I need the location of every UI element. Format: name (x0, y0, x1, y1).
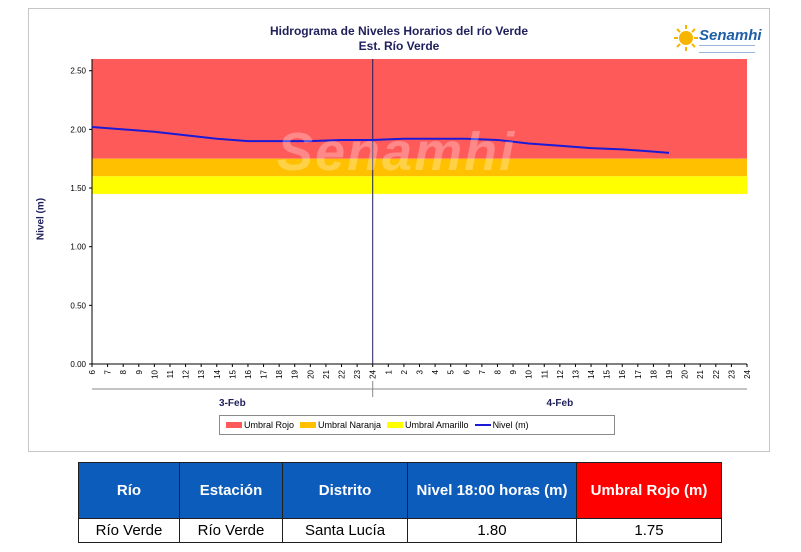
y-tick-label: 1.00 (70, 243, 86, 252)
header-rio: Río (78, 462, 180, 519)
legend-label-nivel: Nivel (m) (492, 420, 529, 430)
legend-label-naranja: Umbral Naranja (318, 420, 382, 430)
cell-rio: Río Verde (78, 518, 180, 543)
x-tick-label: 8 (493, 369, 502, 374)
threshold-band-0 (92, 59, 747, 159)
x-tick-label: 10 (150, 369, 159, 378)
cell-umbral-rojo: 1.75 (576, 518, 722, 543)
threshold-band-2 (92, 176, 747, 194)
x-tick-label: 9 (135, 369, 144, 374)
legend-line-nivel (474, 424, 491, 426)
cell-nivel: 1.80 (407, 518, 577, 543)
legend-label-amarillo: Umbral Amarillo (405, 420, 469, 430)
x-tick-label: 3 (416, 369, 425, 374)
cell-estacion: Río Verde (179, 518, 283, 543)
table-header-row: Río Estación Distrito Nivel 18:00 horas … (78, 462, 722, 519)
x-tick-label: 11 (540, 369, 549, 378)
y-tick-label: 2.50 (70, 67, 86, 76)
x-tick-label: 23 (353, 369, 362, 378)
x-tick-label: 8 (119, 369, 128, 374)
chart-frame: Hidrograma de Niveles Horarios del río V… (28, 8, 770, 452)
day-label: 3-Feb (219, 398, 246, 409)
legend-item-umbral-naranja: Umbral Naranja (300, 420, 381, 430)
legend-swatch-rojo (226, 422, 242, 428)
y-axis-label: Nivel (m) (35, 197, 47, 241)
x-tick-label: 18 (275, 369, 284, 378)
x-tick-label: 11 (166, 369, 175, 378)
header-estacion: Estación (179, 462, 283, 519)
threshold-band-1 (92, 158, 747, 177)
chart-title: Hidrograma de Niveles Horarios del río V… (269, 24, 529, 38)
x-tick-label: 6 (462, 369, 471, 374)
x-tick-label: 20 (681, 369, 690, 378)
y-tick-label: 1.50 (70, 184, 86, 193)
senamhi-logo: Senamhi (673, 23, 762, 57)
legend-label-rojo: Umbral Rojo (244, 420, 295, 430)
x-tick-label: 22 (338, 369, 347, 378)
logo-subtitle-lines (699, 45, 755, 53)
header-distrito: Distrito (282, 462, 408, 519)
x-tick-label: 12 (556, 369, 565, 378)
y-tick-label: 2.00 (70, 125, 86, 134)
x-tick-label: 16 (618, 369, 627, 378)
x-tick-label: 14 (213, 369, 222, 378)
header-umbral-rojo: Umbral Rojo (m) (576, 462, 722, 519)
x-tick-label: 17 (260, 369, 269, 378)
x-tick-label: 24 (369, 369, 378, 378)
x-tick-label: 2 (400, 369, 409, 374)
header-nivel: Nivel 18:00 horas (m) (407, 462, 577, 519)
x-tick-label: 1 (384, 369, 393, 374)
chart-subtitle: Est. Río Verde (358, 39, 440, 53)
x-tick-label: 6 (88, 369, 97, 374)
y-tick-label: 0.50 (70, 301, 86, 310)
table-row: Río Verde Río Verde Santa Lucía 1.80 1.7… (78, 518, 722, 543)
x-tick-label: 9 (509, 369, 518, 374)
x-tick-label: 13 (571, 369, 580, 378)
summary-table: Río Estación Distrito Nivel 18:00 horas … (78, 462, 722, 543)
legend-item-nivel: Nivel (m) (474, 420, 529, 430)
series-line-nivel (91, 126, 670, 154)
watermark: Senamhi (277, 122, 517, 182)
legend: Umbral Rojo Umbral Naranja Umbral Amaril… (219, 415, 615, 435)
legend-item-umbral-amarillo: Umbral Amarillo (387, 420, 469, 430)
legend-swatch-amarillo (387, 422, 404, 428)
x-tick-label: 19 (291, 369, 300, 378)
x-tick-label: 13 (197, 369, 206, 378)
legend-item-umbral-rojo: Umbral Rojo (226, 420, 294, 430)
x-tick-label: 19 (665, 369, 674, 378)
x-tick-label: 7 (478, 369, 487, 374)
x-tick-label: 18 (649, 369, 658, 378)
x-tick-label: 16 (244, 369, 253, 378)
x-tick-label: 12 (182, 369, 191, 378)
x-tick-label: 15 (603, 369, 612, 378)
x-tick-label: 10 (525, 369, 534, 378)
x-tick-label: 22 (712, 369, 721, 378)
x-tick-label: 21 (322, 369, 331, 378)
logo-text: Senamhi (699, 27, 762, 44)
x-tick-label: 5 (447, 369, 456, 374)
y-tick-label: 0.00 (70, 360, 86, 369)
legend-swatch-naranja (300, 422, 317, 428)
plot-area: 0.000.501.001.502.002.506 7 8 9 10 11 12 13 14 15… (70, 59, 752, 409)
x-tick-label: 23 (727, 369, 736, 378)
x-tick-label: 14 (587, 369, 596, 378)
x-tick-label: 21 (696, 369, 705, 378)
sun-icon (674, 25, 698, 51)
x-tick-label: 20 (306, 369, 315, 378)
x-tick-label: 24 (743, 369, 752, 378)
x-tick-label: 7 (104, 369, 113, 374)
x-tick-label: 15 (228, 369, 237, 378)
x-tick-label: 4 (431, 369, 440, 374)
cell-distrito: Santa Lucía (282, 518, 408, 543)
x-tick-label: 17 (634, 369, 643, 378)
day-label: 4-Feb (547, 398, 574, 409)
